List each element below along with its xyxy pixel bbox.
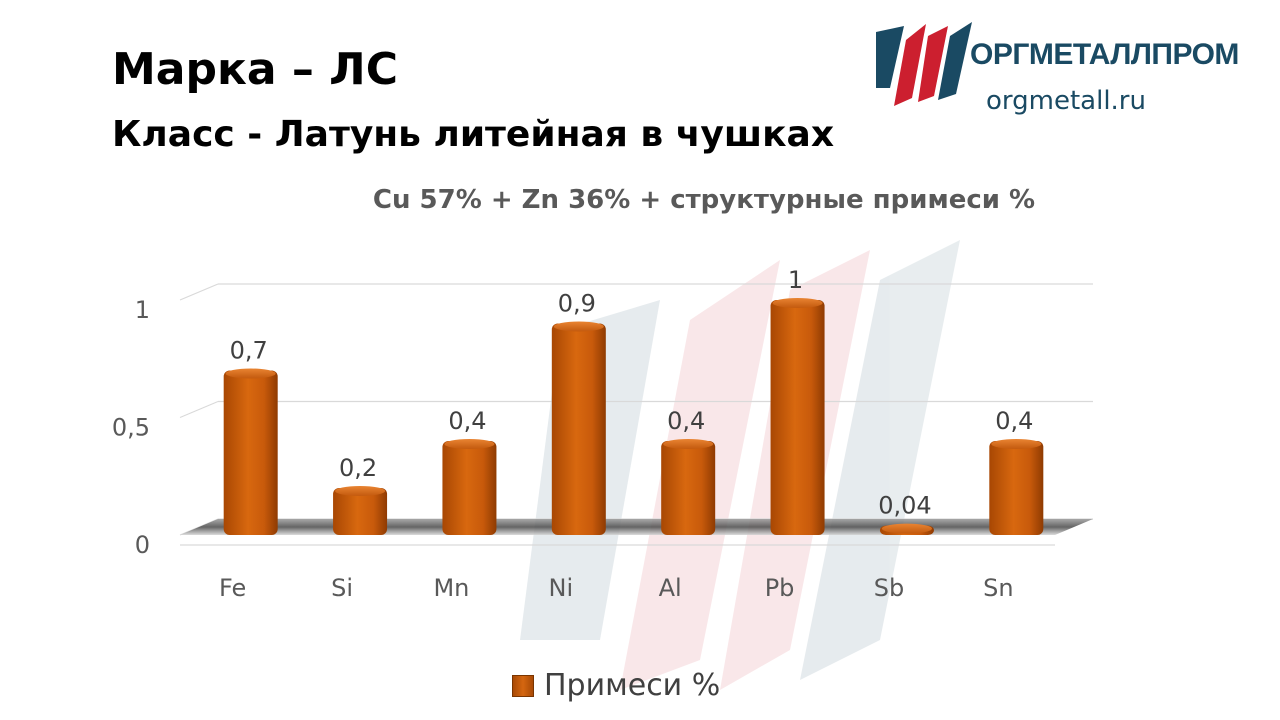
page-subtitle: Класс - Латунь литейная в чушках [112,114,835,155]
chart-title: Cu 57% + Zn 36% + структурные примеси % [373,185,1035,215]
bar-top [553,321,604,332]
bar-top [335,486,386,496]
page-title: Марка – ЛС [112,44,398,95]
chart-legend: Примеси % [512,668,720,703]
data-label: 0,9 [558,290,596,318]
bar-body [989,441,1044,535]
bar-top [772,298,823,308]
bar-body [333,488,388,535]
y-tick-label: 1 [135,296,150,324]
legend-label: Примеси % [544,668,721,703]
category-label: Fe [219,574,246,602]
logo-url[interactable]: orgmetall.ru [986,86,1146,116]
data-label: 1 [788,266,803,294]
data-label: 0,4 [448,407,486,435]
bar-body [551,323,606,535]
gridline-side [179,283,219,301]
bar [770,298,825,535]
bar [879,523,934,535]
category-label: Mn [433,574,469,602]
chart-floor [180,519,1093,535]
bar [223,368,278,535]
logo-name: ОРГМЕТАЛЛПРОМ [970,38,1239,71]
category-label: Si [331,574,353,602]
y-tick-label: 0,5 [112,414,150,442]
bar-body [661,441,716,535]
bar-top [225,368,276,379]
bar-top [881,523,932,534]
bar-body [442,441,497,535]
bar-top [663,439,714,449]
bar [551,321,606,535]
y-tick-label: 0 [135,531,150,559]
bar [989,439,1044,535]
bar [442,439,497,535]
data-label: 0,2 [339,454,377,482]
bar [661,439,716,535]
bar-body [770,300,825,535]
category-label: Pb [765,574,795,602]
category-label: Sn [983,574,1013,602]
bar-body [223,370,278,535]
bar-top [991,439,1042,449]
data-label: 0,04 [878,492,931,520]
data-label: 0,7 [230,337,268,365]
category-label: Sb [874,574,904,602]
legend-swatch [512,674,534,697]
data-label: 0,4 [667,407,705,435]
gridline-side [179,400,219,419]
bar [333,486,388,535]
category-label: Al [659,574,682,602]
bar-top [444,439,495,449]
data-label: 0,4 [995,407,1033,435]
category-label: Ni [549,574,574,602]
company-logo-icon [876,22,972,106]
